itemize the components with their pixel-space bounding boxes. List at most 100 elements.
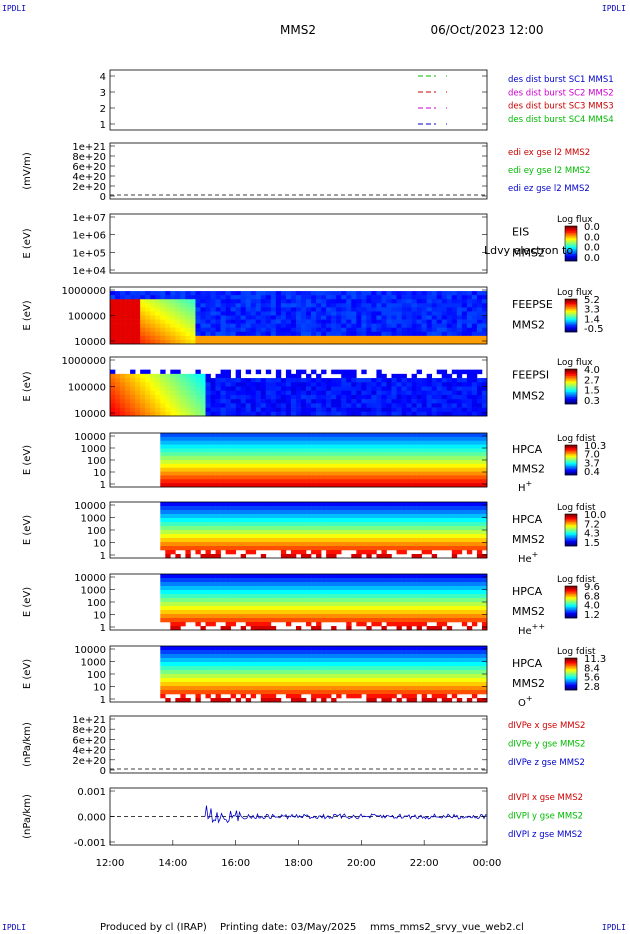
heatmap-cell	[205, 550, 211, 555]
heatmap-cell	[481, 433, 488, 438]
heatmap-cell	[386, 335, 392, 341]
colorbar-segment	[565, 231, 577, 234]
heatmap-cell	[366, 578, 372, 583]
colorbar-tick-label: 3.3	[584, 305, 600, 316]
heatmap-cell	[225, 403, 231, 408]
heatmap-cell	[125, 315, 131, 320]
heatmap-cell	[165, 514, 171, 519]
heatmap-cell	[260, 662, 267, 667]
heatmap-cell	[431, 514, 438, 519]
heatmap-cell	[351, 291, 357, 296]
heatmap-cell	[190, 291, 196, 296]
heatmap-cell	[371, 602, 377, 607]
heatmap-cell	[270, 538, 277, 543]
heatmap-cell	[165, 522, 171, 527]
heatmap-cell	[316, 626, 322, 631]
heatmap-cell	[260, 614, 267, 619]
heatmap-cell	[331, 467, 337, 472]
heatmap-cell	[210, 510, 216, 515]
heatmap-cell	[165, 654, 171, 659]
heatmap-cell	[255, 479, 262, 484]
heatmap-cell	[260, 311, 267, 316]
heatmap-cell	[481, 382, 488, 387]
heatmap-cell	[110, 407, 116, 413]
heatmap-cell	[135, 386, 141, 392]
heatmap-cell	[255, 622, 262, 627]
colorbar-tick-label: 4.3	[584, 529, 600, 540]
heatmap-cell	[225, 530, 231, 535]
heatmap-cell	[295, 444, 302, 449]
heatmap-cell	[376, 586, 382, 591]
heatmap-cell	[336, 606, 342, 611]
colorbar-segment	[565, 308, 577, 311]
heatmap-cell	[356, 471, 362, 476]
heatmap-cell	[471, 606, 478, 611]
heatmap-cell	[285, 373, 292, 379]
heatmap-cell	[386, 452, 392, 457]
heatmap-cell	[230, 339, 236, 345]
heatmap-cell	[356, 436, 362, 442]
heatmap-cell	[421, 440, 427, 445]
heatmap-cell	[311, 456, 317, 461]
heatmap-cell	[250, 574, 257, 579]
heatmap-cell	[386, 460, 392, 465]
heatmap-cell	[265, 479, 272, 484]
heatmap-cell	[240, 506, 247, 511]
heatmap-cell	[275, 690, 282, 695]
heatmap-cell	[301, 452, 307, 457]
heatmap-cell	[175, 594, 181, 599]
heatmap-cell	[401, 622, 407, 627]
heatmap-cell	[466, 440, 473, 445]
heatmap-cell	[240, 315, 247, 320]
heatmap-cell	[361, 550, 367, 555]
heatmap-cell	[145, 291, 151, 296]
heatmap-cell	[371, 522, 377, 527]
heatmap-cell	[386, 590, 392, 595]
heatmap-cell	[321, 542, 327, 547]
heatmap-cell	[285, 339, 292, 345]
heatmap-cell	[230, 594, 236, 599]
heatmap-cell	[386, 291, 392, 296]
heatmap-cell	[346, 546, 352, 551]
heatmap-cell	[230, 452, 236, 457]
heatmap-cell	[376, 291, 382, 296]
heatmap-cell	[295, 530, 302, 535]
colorbar-tick-label: 0.3	[584, 396, 600, 407]
heatmap-cell	[275, 452, 282, 457]
heatmap-cell	[255, 475, 262, 480]
heatmap-cell	[205, 390, 211, 396]
heatmap-cell	[326, 448, 332, 453]
heatmap-cell	[165, 467, 171, 472]
heatmap-cell	[275, 510, 282, 515]
heatmap-cell	[205, 578, 211, 583]
heatmap-cell	[401, 407, 407, 413]
heatmap-cell	[165, 686, 171, 691]
heatmap-cell	[120, 323, 126, 329]
heatmap-cell	[351, 299, 357, 304]
heatmap-cell	[406, 479, 412, 484]
heatmap-cell	[185, 526, 191, 531]
heatmap-cell	[391, 291, 397, 296]
heatmap-cell	[230, 399, 236, 404]
heatmap-cell	[160, 483, 166, 488]
colorbar-segment	[565, 250, 577, 253]
heatmap-cell	[255, 582, 262, 587]
heatmap-cell	[275, 386, 282, 392]
heatmap-cell	[230, 518, 236, 523]
heatmap-cell	[471, 463, 478, 469]
heatmap-cell	[160, 526, 166, 531]
heatmap-cell	[431, 602, 438, 607]
heatmap-cell	[451, 394, 458, 400]
heatmap-cell	[250, 382, 257, 387]
heatmap-cell	[280, 578, 287, 583]
heatmap-cell	[285, 502, 292, 507]
heatmap-cell	[371, 291, 377, 296]
heatmap-cell	[366, 463, 372, 469]
heatmap-cell	[260, 483, 267, 488]
panel-frame	[109, 213, 488, 274]
heatmap-cell	[220, 682, 226, 687]
heatmap-cell	[416, 514, 422, 519]
heatmap-cell	[225, 626, 231, 631]
heatmap-cell	[431, 444, 438, 449]
heatmap-cell	[376, 542, 382, 547]
